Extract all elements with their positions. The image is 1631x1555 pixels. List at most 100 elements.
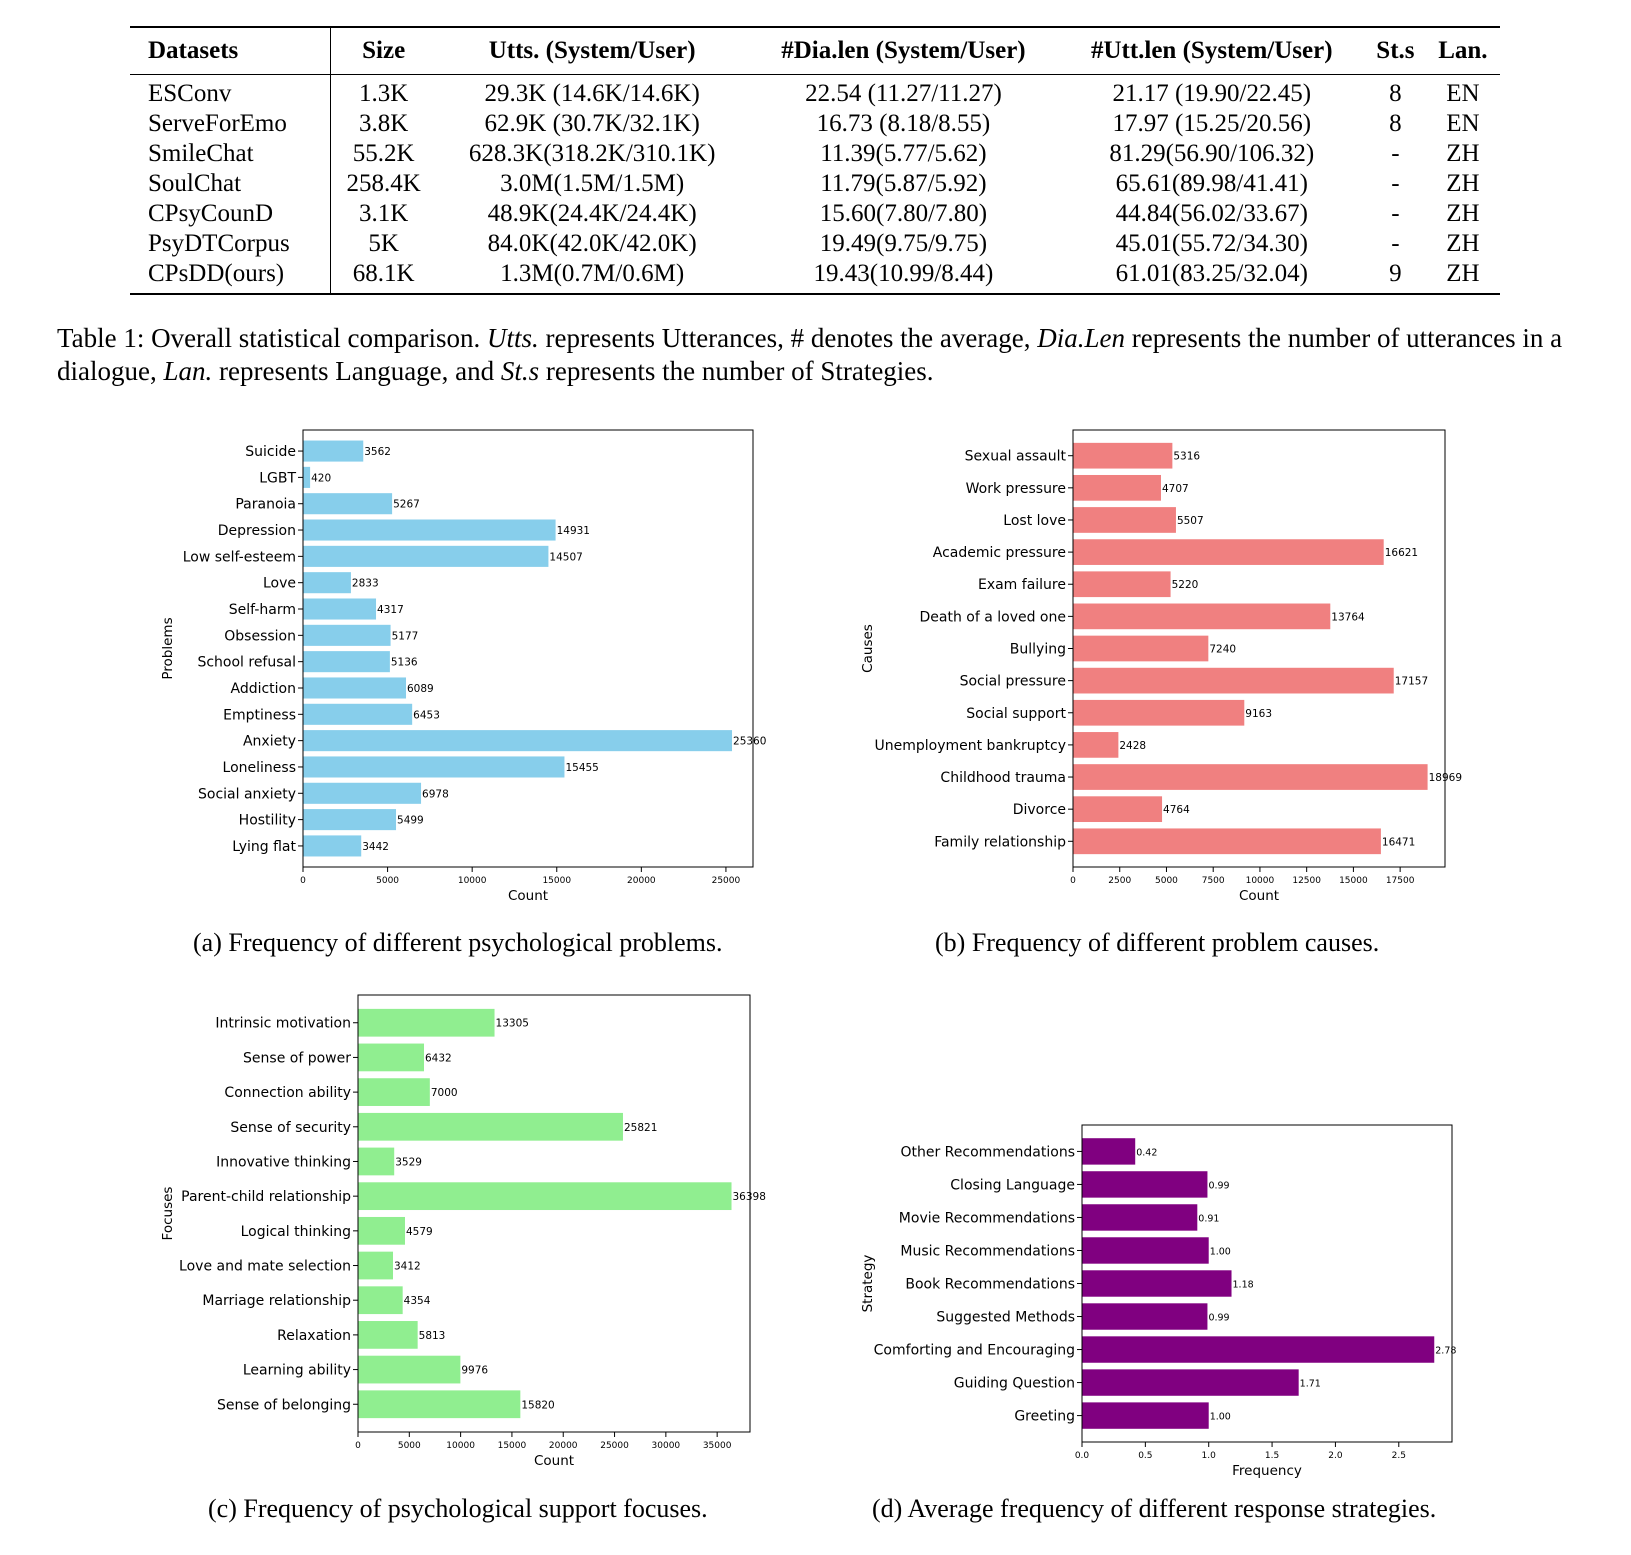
category-label: Closing Language	[950, 1177, 1075, 1193]
table-cell: 19.43(10.99/8.44)	[813, 260, 994, 287]
category-label: Death of a loved one	[919, 609, 1066, 625]
bar	[358, 1216, 405, 1245]
table-cell: 65.61(89.98/41.41)	[1115, 170, 1308, 197]
x-tick-label: 15000	[1339, 876, 1368, 886]
value-label: 1.00	[1210, 1412, 1231, 1423]
bar	[303, 730, 733, 752]
table-cell: 19.49(9.75/9.75)	[819, 230, 988, 257]
value-label: 6432	[425, 1052, 452, 1064]
y-axis-label: Causes	[860, 624, 876, 673]
value-label: 7000	[431, 1087, 458, 1099]
bar	[1082, 1369, 1299, 1396]
x-tick-label: 1.0	[1202, 1451, 1217, 1461]
category-label: Loneliness	[223, 760, 296, 776]
bar	[303, 651, 390, 673]
bar	[303, 466, 311, 488]
category-label: Innovative thinking	[216, 1154, 351, 1170]
table-cell: ZH	[1446, 200, 1480, 227]
x-tick-label: 0	[300, 876, 306, 886]
x-tick-label: 25000	[600, 1441, 629, 1451]
table-cell: ZH	[1446, 260, 1480, 287]
table-cell: -	[1391, 170, 1400, 197]
value-label: 5220	[1172, 579, 1199, 591]
table-cell: 3.0M(1.5M/1.5M)	[500, 170, 685, 197]
bar	[1073, 442, 1173, 469]
table-cell: 11.79(5.87/5.92)	[820, 170, 987, 197]
dataset-name-cell: CPsyCounD	[130, 199, 332, 229]
subcaption-c: (c) Frequency of psychological support f…	[208, 1494, 708, 1523]
table-cell: 628.3K(318.2K/310.1K)	[468, 140, 716, 167]
category-label: Suicide	[245, 444, 296, 460]
table-cell: 9	[1389, 260, 1402, 287]
value-label: 4354	[404, 1295, 431, 1307]
x-tick-label: 10000	[458, 876, 487, 886]
focuses-bar-chart: 13305 Intrinsic motivation 6432 Sense of po…	[160, 994, 766, 1469]
table-cell: 17.97 (15.25/20.56)	[1112, 110, 1312, 137]
table-row: PsyDTCorpus 5K 84.0K(42.0K/42.0K) 19.49(9.7…	[130, 229, 1500, 259]
dataset-name-cell: CPsDD(ours)	[130, 259, 332, 294]
caption-text: represents Utterances, # denotes the ave…	[538, 323, 1038, 353]
bar	[1082, 1336, 1435, 1363]
bar	[1073, 732, 1119, 758]
bar	[1073, 474, 1161, 501]
category-label: Lying flat	[232, 839, 296, 855]
table-cell: 45.01(55.72/34.30)	[1115, 230, 1308, 257]
value-label: 9163	[1245, 708, 1272, 720]
value-label: 1.18	[1233, 1280, 1254, 1291]
caption-term-lan: Lan.	[163, 356, 213, 386]
bar	[1073, 699, 1245, 726]
bar	[1073, 571, 1171, 598]
x-tick-label: 20000	[627, 876, 656, 886]
bar	[303, 677, 407, 699]
category-label: Marriage relationship	[202, 1293, 351, 1309]
category-label: Music Recommendations	[900, 1243, 1075, 1259]
table-cell: -	[1391, 200, 1400, 227]
value-label: 25821	[624, 1122, 657, 1134]
bar	[303, 835, 362, 857]
category-label: Other Recommendations	[900, 1144, 1075, 1160]
bar	[1082, 1204, 1198, 1231]
table-cell: 44.84(56.02/33.67)	[1115, 200, 1308, 227]
value-label: 5267	[393, 499, 420, 511]
value-label: 15455	[565, 762, 598, 774]
x-tick-label: 15000	[542, 876, 571, 886]
value-label: 4579	[406, 1226, 433, 1238]
x-tick-label: 5000	[376, 876, 399, 886]
category-label: Addiction	[230, 681, 296, 697]
table-cell: 15.60(7.80/7.80)	[819, 200, 988, 227]
table-row: SoulChat 258.4K 3.0M(1.5M/1.5M) 11.79(5.87/…	[130, 169, 1500, 199]
category-label: School refusal	[197, 655, 296, 671]
category-label: Social support	[966, 706, 1066, 722]
header-utts: Utts. (System/User)	[488, 37, 696, 64]
strategies-bar-chart: 0.42 Other Recommendations 0.99 Closing Lan…	[860, 1124, 1456, 1479]
category-label: Parent-child relationship	[181, 1189, 351, 1205]
value-label: 4764	[1163, 804, 1190, 816]
table-cell: EN	[1446, 110, 1480, 137]
category-label: Book Recommendations	[905, 1277, 1075, 1293]
table-cell: 84.0K(42.0K/42.0K)	[487, 230, 697, 257]
table-row: CPsDD(ours) 68.1K 1.3M(0.7M/0.6M) 19.43(10.…	[130, 259, 1500, 294]
table-cell: 81.29(56.90/106.32)	[1109, 140, 1315, 167]
value-label: 14507	[549, 551, 582, 563]
value-label: 2428	[1119, 740, 1146, 752]
plot-frame	[1072, 429, 1446, 868]
table-cell: 5K	[368, 230, 399, 257]
value-label: 0.91	[1198, 1213, 1219, 1224]
value-label: 5316	[1173, 451, 1200, 463]
value-label: 5813	[419, 1330, 446, 1342]
table-row: ESConv 1.3K 29.3K (14.6K/14.6K) 22.54 (11.2…	[130, 74, 1500, 109]
table-cell: 22.54 (11.27/11.27)	[805, 80, 1002, 107]
bar	[303, 519, 556, 541]
value-label: 4317	[377, 604, 404, 616]
value-label: 13305	[496, 1018, 529, 1030]
subcaption-d: (d) Average frequency of different respo…	[872, 1494, 1437, 1523]
value-label: 5177	[392, 630, 419, 642]
table-cell: 62.9K (30.7K/32.1K)	[484, 110, 700, 137]
category-label: Emptiness	[223, 707, 296, 723]
bar	[1073, 796, 1163, 823]
table-header-row: Datasets Size Utts. (System/User) #Dia.l…	[130, 27, 1500, 75]
value-label: 36398	[733, 1191, 766, 1203]
bar	[303, 440, 364, 462]
plot-frame	[1081, 1124, 1453, 1443]
table-cell: 61.01(83.25/32.04)	[1115, 260, 1308, 287]
